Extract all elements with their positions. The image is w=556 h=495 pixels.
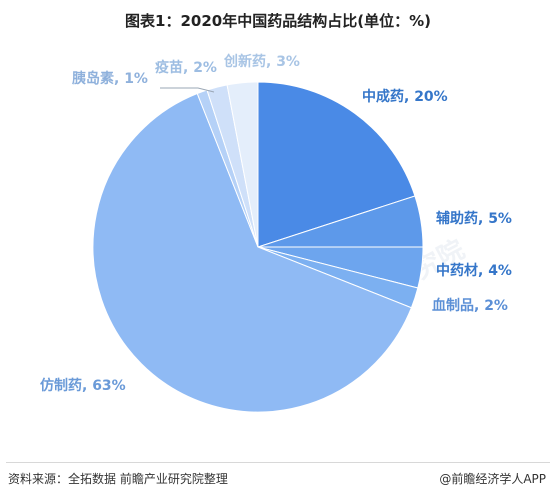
slice-label: 疫苗, 2%	[155, 59, 217, 76]
slice-label: 胰岛素, 1%	[72, 70, 148, 87]
pie-slice	[92, 92, 413, 413]
pie-slice	[257, 81, 416, 248]
slice-label: 中药材, 4%	[436, 262, 512, 279]
leader-line	[160, 87, 215, 93]
pie-chart: 中成药, 20% 辅助药, 5% 中药材, 4% 血制品, 2% 仿制药, 63% 胰岛素…	[40, 53, 512, 413]
brand-credit: @前瞻经济学人APP	[439, 472, 546, 486]
footer-divider	[6, 462, 550, 463]
chart-title: 图表1：2020年中国药品结构占比(单位：%)	[125, 12, 431, 30]
slice-label: 中成药, 20%	[362, 88, 448, 105]
source-note: 资料来源：全拓数据 前瞻产业研究院整理	[8, 472, 228, 486]
slice-label: 血制品, 2%	[432, 297, 508, 314]
slice-label: 创新药, 3%	[223, 53, 300, 70]
slice-label: 仿制药, 63%	[40, 377, 126, 394]
slice-label: 辅助药, 5%	[436, 210, 512, 227]
pie-slice	[226, 81, 259, 248]
